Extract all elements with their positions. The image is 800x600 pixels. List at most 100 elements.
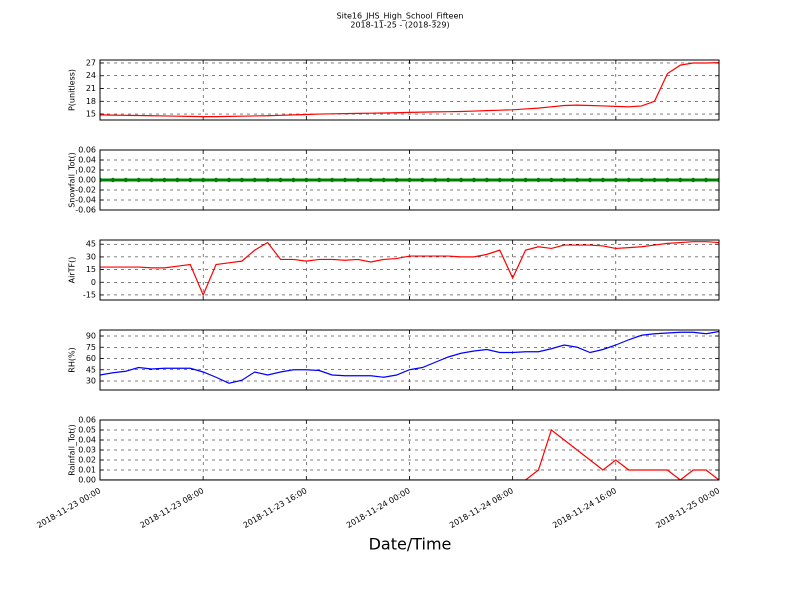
data-point	[110, 177, 116, 183]
x-tick-label: 2018-11-24 00:00	[345, 486, 412, 530]
y-tick-label: 15	[86, 110, 96, 119]
data-point	[703, 177, 709, 183]
y-tick-label: 0.03	[78, 446, 96, 455]
y-tick-label: 0.04	[78, 156, 96, 165]
data-point	[458, 177, 464, 183]
x-tick-label: 2018-11-23 16:00	[242, 486, 309, 530]
x-tick-label: 2018-11-25 00:00	[654, 486, 721, 530]
x-tick-label: 2018-11-23 00:00	[35, 486, 102, 530]
y-tick-label: 45	[86, 365, 96, 374]
x-tick-label: 2018-11-24 16:00	[551, 486, 618, 530]
data-point	[678, 177, 683, 183]
y-axis-label: Snowfall_Tot()	[68, 152, 77, 208]
y-tick-label: 15	[86, 265, 96, 274]
data-point	[497, 177, 502, 183]
y-tick-label: 30	[86, 377, 96, 386]
y-tick-label: -15	[83, 290, 96, 299]
y-tick-label: -0.06	[75, 206, 96, 215]
y-axis-label: Rainfall_Tot()	[68, 424, 77, 476]
chart-subtitle: 2018-11-25 - (2018-329)	[350, 21, 449, 30]
data-point	[665, 177, 670, 183]
data-point	[716, 177, 719, 183]
y-tick-label: 27	[86, 58, 96, 67]
y-tick-label: 0.00	[78, 476, 96, 485]
y-tick-label: -0.02	[75, 186, 96, 195]
y-tick-label: 0.02	[78, 456, 96, 465]
data-point	[549, 177, 554, 183]
data-point	[445, 177, 451, 183]
data-line	[100, 330, 719, 384]
y-tick-label: 0.00	[78, 176, 96, 185]
axes-frame	[99, 59, 720, 121]
data-point	[123, 177, 128, 183]
y-tick-label: 75	[86, 343, 96, 352]
data-point	[587, 177, 593, 183]
data-point	[613, 177, 619, 183]
data-point	[175, 177, 180, 183]
data-point	[226, 177, 232, 183]
data-point	[149, 177, 154, 183]
y-tick-label: 0.01	[78, 466, 96, 475]
y-tick-label: 90	[86, 332, 96, 341]
chart-title: Site16_JHS_High_School_Fifteen	[337, 12, 464, 21]
y-axis-label: RH(%)	[68, 347, 77, 372]
y-axis-label: P(unitless)	[68, 69, 77, 111]
data-point	[317, 177, 322, 183]
data-point	[407, 177, 412, 183]
axes-frame	[99, 419, 720, 481]
y-axis-label: AirTF()	[68, 257, 77, 284]
plot-area	[100, 61, 719, 118]
data-point	[574, 177, 580, 183]
data-point	[291, 177, 296, 183]
data-point	[420, 177, 425, 183]
data-point	[355, 177, 361, 183]
data-point	[278, 177, 283, 183]
axes-frame	[99, 149, 720, 211]
y-tick-label: 30	[86, 252, 96, 261]
data-point	[342, 177, 348, 183]
data-point	[523, 177, 528, 183]
data-point	[626, 177, 631, 183]
y-tick-label: 24	[86, 71, 96, 80]
data-point	[471, 177, 477, 183]
data-point	[136, 177, 141, 183]
data-point	[100, 177, 103, 183]
y-tick-label: 0	[91, 278, 96, 287]
data-point	[213, 177, 219, 183]
data-point	[484, 177, 490, 183]
data-point	[162, 177, 167, 183]
y-tick-label: 60	[86, 354, 96, 363]
y-tick-label: -0.04	[75, 196, 96, 205]
data-point	[368, 177, 374, 183]
y-tick-label: 21	[86, 84, 96, 93]
data-point	[329, 177, 335, 183]
data-point	[394, 177, 399, 183]
data-point	[239, 177, 245, 183]
y-tick-label: 45	[86, 240, 96, 249]
data-point	[652, 177, 657, 183]
x-axis-label: Date/Time	[369, 535, 452, 554]
y-tick-label: 0.06	[78, 146, 96, 155]
data-point	[433, 177, 438, 183]
data-point	[510, 177, 515, 183]
y-tick-label: 0.02	[78, 166, 96, 175]
plot-area	[100, 429, 719, 480]
y-tick-label: 0.04	[78, 436, 96, 445]
plot-area	[100, 241, 719, 297]
data-point	[600, 177, 606, 183]
data-line	[100, 61, 719, 118]
data-point	[200, 177, 206, 183]
x-tick-label: 2018-11-23 08:00	[138, 486, 205, 530]
data-point	[536, 177, 541, 183]
data-line	[100, 429, 719, 480]
data-line	[100, 241, 719, 297]
axes-frame	[99, 239, 720, 301]
y-tick-label: 18	[86, 97, 96, 106]
data-point	[188, 177, 193, 183]
data-point	[562, 177, 567, 183]
plot-area	[100, 330, 719, 384]
data-point	[691, 177, 696, 183]
data-point	[381, 177, 386, 183]
data-point	[252, 177, 257, 183]
